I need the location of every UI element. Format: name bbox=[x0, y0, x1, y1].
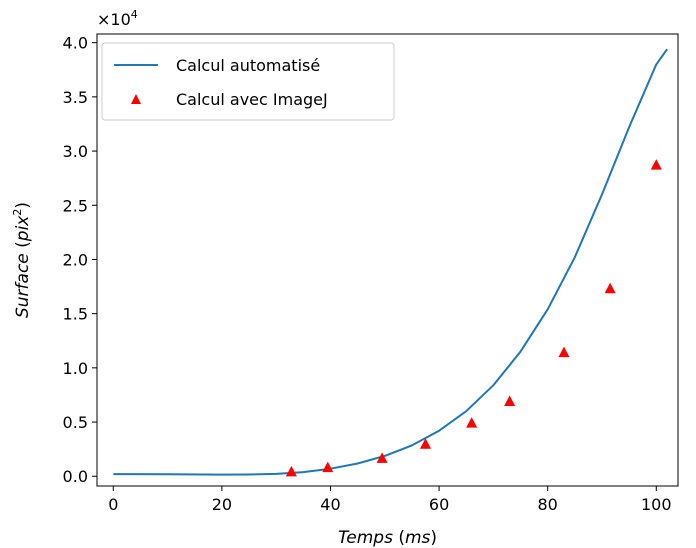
y-tick-label: 2.0 bbox=[63, 250, 88, 269]
y-tick-label: 1.0 bbox=[63, 359, 88, 378]
legend-triangle-swatch bbox=[131, 94, 141, 104]
x-tick-label: 100 bbox=[641, 495, 672, 514]
plot-marks bbox=[113, 48, 668, 477]
legend-box bbox=[101, 42, 395, 121]
x-tick-label: 40 bbox=[320, 495, 340, 514]
data-point-imagej bbox=[604, 282, 616, 294]
data-point-imagej bbox=[285, 465, 297, 477]
y-tick-label: 0.5 bbox=[63, 413, 88, 432]
data-point-imagej bbox=[466, 417, 478, 428]
y-tick-label: 0.0 bbox=[63, 467, 88, 486]
y-tick-label: 3.0 bbox=[63, 142, 88, 161]
axes-frame bbox=[96, 33, 679, 487]
legend-label-calcul-automatise: Calcul automatisé bbox=[176, 56, 320, 75]
data-point-imagej bbox=[504, 395, 516, 406]
data-point-imagej bbox=[420, 438, 432, 449]
y-axis-label: Surface (pix2) bbox=[11, 202, 33, 318]
x-tick-label: 60 bbox=[429, 495, 449, 514]
data-point-imagej bbox=[558, 346, 570, 358]
y-tick-label: 1.5 bbox=[63, 305, 88, 324]
y-multiplier: ×104 bbox=[97, 8, 138, 29]
x-axis-label: Temps (ms) bbox=[338, 528, 437, 548]
series-line-calcul-automatise bbox=[113, 48, 668, 476]
y-tick-label: 4.0 bbox=[63, 34, 88, 53]
legend: Calcul automatisé Calcul avec ImageJ bbox=[101, 42, 395, 121]
data-point-imagej bbox=[376, 452, 388, 463]
x-tick-label: 20 bbox=[212, 495, 232, 514]
data-point-imagej bbox=[650, 159, 662, 170]
x-tick-label: 80 bbox=[538, 495, 558, 514]
y-tick-label: 3.5 bbox=[63, 88, 88, 107]
axis-ticks: 0 20 40 60 80 100 0.0 0.5 1.0 1.5 2.0 2.5 3.0 3.5 4.0 bbox=[63, 34, 672, 514]
data-point-imagej bbox=[322, 461, 334, 473]
x-tick-label: 0 bbox=[108, 495, 118, 514]
legend-label-calcul-imagej: Calcul avec ImageJ bbox=[176, 90, 328, 109]
y-tick-label: 2.5 bbox=[63, 196, 88, 215]
